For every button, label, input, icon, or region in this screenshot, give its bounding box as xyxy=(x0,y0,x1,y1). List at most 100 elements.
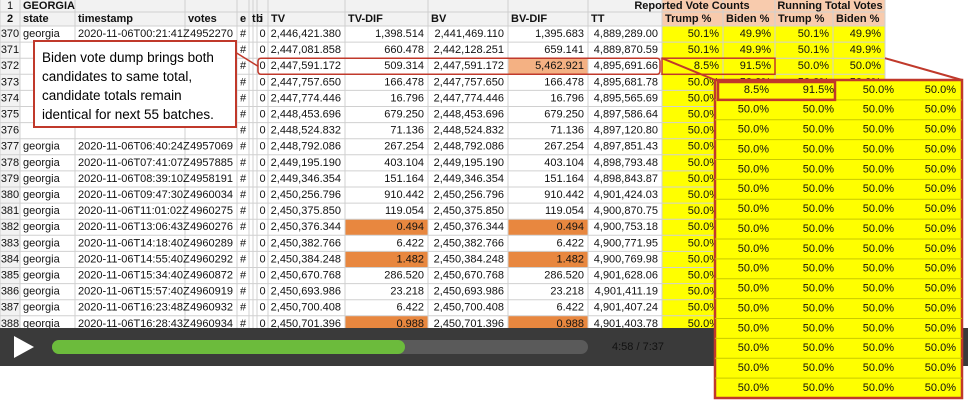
column-header: b xyxy=(256,13,263,25)
column-header: Biden % xyxy=(836,13,880,25)
cell: 50.0% xyxy=(688,269,719,281)
cell: 286.520 xyxy=(544,269,584,281)
cell: # xyxy=(240,237,247,249)
cell: 49.9% xyxy=(850,44,881,56)
zoom-cell: 50.0% xyxy=(863,104,894,116)
cell: 0.988 xyxy=(396,318,424,330)
cell: 2,442,128.251 xyxy=(434,44,504,56)
zoom-cell: 50.0% xyxy=(738,263,769,275)
cell: 2020-11-06T16:28:43Z xyxy=(78,318,190,330)
zoom-cell: 50.0% xyxy=(803,302,834,314)
cell: 2,448,453.696 xyxy=(434,108,504,120)
cell: 50.0% xyxy=(688,92,719,104)
cell: georgia xyxy=(23,205,61,217)
cell: 4960289 xyxy=(190,237,233,249)
cell: 4,897,586.64 xyxy=(594,108,658,120)
cell: 49.9% xyxy=(850,28,881,40)
highlight-cell xyxy=(508,315,588,332)
cell: 2,450,693.986 xyxy=(271,286,341,298)
cell: 0 xyxy=(259,76,265,88)
play-icon xyxy=(14,336,34,358)
cell: 2,450,701.396 xyxy=(434,318,504,330)
zoom-cell: 50.0% xyxy=(863,342,894,354)
zoom-cell: 50.0% xyxy=(925,84,956,96)
zoom-cell: 50.0% xyxy=(803,362,834,374)
cell: 4,895,691.66 xyxy=(594,60,658,72)
row-number: 370 xyxy=(1,28,19,40)
cell: 2,450,670.768 xyxy=(434,269,504,281)
zoom-cell: 50.0% xyxy=(925,124,956,136)
cell: 4952270 xyxy=(190,28,233,40)
annotation-box xyxy=(661,57,776,76)
zoom-cell: 50.0% xyxy=(925,104,956,116)
cell: 0 xyxy=(259,205,265,217)
row-number: 385 xyxy=(1,269,19,281)
zoom-cell: 50.0% xyxy=(863,243,894,255)
zoom-cell: 50.0% xyxy=(803,382,834,394)
cell: 0 xyxy=(259,318,265,330)
cell: 4957885 xyxy=(190,157,233,169)
cell: 267.254 xyxy=(384,141,424,153)
zoom-cell: 50.0% xyxy=(863,84,894,96)
cell: 50.0% xyxy=(688,237,719,249)
column-header: TV xyxy=(271,13,286,25)
cell: 4,898,793.48 xyxy=(594,157,658,169)
highlight-cell xyxy=(345,219,428,236)
cell: 2,447,591.172 xyxy=(271,60,341,72)
zoom-cell: 50.0% xyxy=(803,283,834,295)
row-number: 372 xyxy=(1,60,19,72)
cell: 0 xyxy=(259,269,265,281)
cell: 50.0% xyxy=(688,173,719,185)
cell: 2,450,384.248 xyxy=(271,253,341,265)
cell: 50.1% xyxy=(798,44,829,56)
zoom-cell: 50.0% xyxy=(925,322,956,334)
zoom-cell: 50.0% xyxy=(925,183,956,195)
column-header: state xyxy=(23,13,49,25)
cell: 4960919 xyxy=(190,286,233,298)
highlight-cell xyxy=(508,219,588,236)
cell: 4,889,289.00 xyxy=(594,28,658,40)
cell: 119.054 xyxy=(385,205,424,217)
cell: 2020-11-06T06:40:24Z xyxy=(78,141,190,153)
zoom-cell: 50.0% xyxy=(803,342,834,354)
cell: georgia xyxy=(23,302,61,314)
cell: 2,450,256.796 xyxy=(271,189,341,201)
cell: 2,447,774.446 xyxy=(271,92,341,104)
cell: 4960934 xyxy=(190,318,233,330)
progress-fill xyxy=(52,340,405,354)
column-header: t xyxy=(252,13,256,25)
zoom-cell: 50.0% xyxy=(925,362,956,374)
cell: 4960276 xyxy=(190,221,233,233)
group-header: Running Total Votes xyxy=(777,0,882,12)
cell: 50.0% xyxy=(688,286,719,298)
row-number: 376 xyxy=(1,125,19,137)
cell: 2020-11-06T16:23:48Z xyxy=(78,302,190,314)
cell: georgia xyxy=(23,221,61,233)
cell: 2,449,346.354 xyxy=(271,173,341,185)
cell: 6.422 xyxy=(556,302,584,314)
column-header: 2 xyxy=(7,13,13,25)
cell: 2020-11-06T15:34:40Z xyxy=(78,269,190,281)
cell: 2,449,346.354 xyxy=(434,173,504,185)
zoom-cell: 50.0% xyxy=(803,322,834,334)
cell: 4960292 xyxy=(190,253,233,265)
zoom-cell: 50.0% xyxy=(925,243,956,255)
zoom-cell: 50.0% xyxy=(925,203,956,215)
cell: 50.1% xyxy=(798,28,829,40)
cell: 71.136 xyxy=(390,125,424,137)
cell: 659.141 xyxy=(544,44,584,56)
pct-header-bg xyxy=(662,0,885,26)
row-number: 379 xyxy=(1,173,19,185)
cell: 2,450,382.766 xyxy=(434,237,504,249)
cell: # xyxy=(240,253,247,265)
cell: # xyxy=(240,221,247,233)
column-header: Trump % xyxy=(665,13,712,25)
cell: # xyxy=(240,60,247,72)
cell: 4,900,753.18 xyxy=(594,221,658,233)
cell: 23.218 xyxy=(550,286,584,298)
zoom-cell: 50.0% xyxy=(738,223,769,235)
cell: # xyxy=(240,28,247,40)
cell: 0 xyxy=(259,141,265,153)
cell: 1.482 xyxy=(396,253,424,265)
zoom-cell: 50.0% xyxy=(925,283,956,295)
